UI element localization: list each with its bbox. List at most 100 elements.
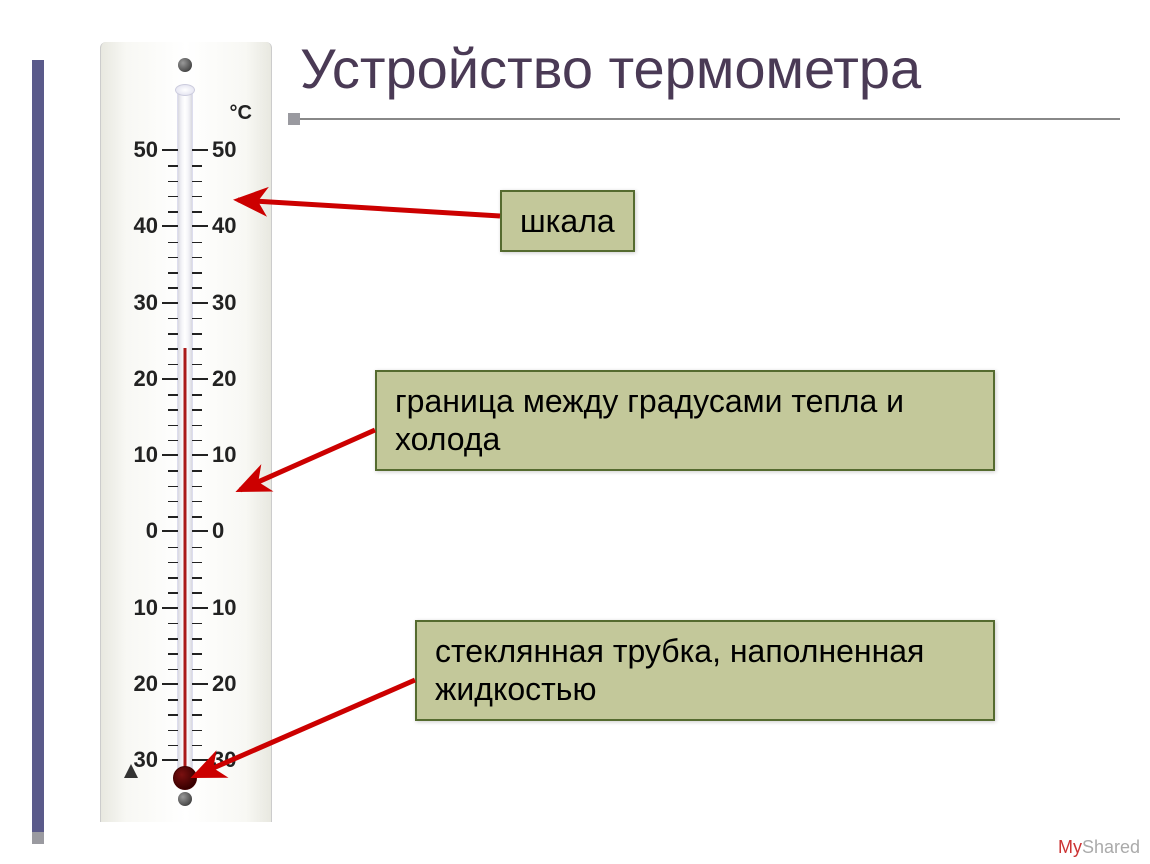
tick-minor <box>168 364 178 366</box>
tick-minor <box>168 745 178 747</box>
label-scale-text: шкала <box>520 203 615 239</box>
tick-minor <box>192 669 202 671</box>
tick-minor <box>168 638 178 640</box>
tick-minor <box>168 425 178 427</box>
title-accent-square <box>288 113 300 125</box>
scale-label: 50 <box>114 137 158 163</box>
tick-major <box>192 378 208 380</box>
tick-minor <box>192 409 202 411</box>
tick-minor <box>168 287 178 289</box>
tick-minor <box>168 165 178 167</box>
tick-minor <box>192 165 202 167</box>
tick-minor <box>192 623 202 625</box>
scale-label: 30 <box>212 290 256 316</box>
tick-major <box>162 530 178 532</box>
page-title: Устройство термометра <box>300 36 921 101</box>
tick-minor <box>168 501 178 503</box>
tick-major <box>192 149 208 151</box>
tick-major <box>162 683 178 685</box>
tick-minor <box>192 714 202 716</box>
tick-minor <box>192 211 202 213</box>
scale-label: 0 <box>114 518 158 544</box>
tick-minor <box>192 348 202 350</box>
label-scale: шкала <box>500 190 635 252</box>
label-boundary-text: граница между градусами тепла и холода <box>395 383 904 457</box>
tick-minor <box>168 333 178 335</box>
scale-label: 20 <box>212 671 256 697</box>
tick-minor <box>168 653 178 655</box>
tick-minor <box>192 562 202 564</box>
tick-minor <box>168 699 178 701</box>
tick-minor <box>192 257 202 259</box>
scale-label: 50 <box>212 137 256 163</box>
watermark-suffix: Shared <box>1082 837 1140 857</box>
slide: Устройство термометра °C 505040403030202… <box>0 0 1150 864</box>
tick-minor <box>192 486 202 488</box>
scale-label: 30 <box>212 747 256 773</box>
tick-minor <box>168 470 178 472</box>
tick-minor <box>168 669 178 671</box>
tick-minor <box>192 638 202 640</box>
thermometer: °C 5050404030302020101000101020203030 <box>100 42 270 822</box>
tick-minor <box>168 562 178 564</box>
tick-minor <box>192 440 202 442</box>
tick-minor <box>168 592 178 594</box>
scale-label: 30 <box>114 747 158 773</box>
tick-major <box>162 759 178 761</box>
tick-minor <box>192 287 202 289</box>
scale-label: 20 <box>212 366 256 392</box>
tick-major <box>192 759 208 761</box>
tick-minor <box>168 348 178 350</box>
watermark-prefix: My <box>1058 837 1082 857</box>
scale-label: 20 <box>114 366 158 392</box>
label-boundary: граница между градусами тепла и холода <box>375 370 995 471</box>
tick-minor <box>192 470 202 472</box>
tick-major <box>192 302 208 304</box>
tick-minor <box>168 181 178 183</box>
scale-label: 10 <box>114 595 158 621</box>
label-tube-text: стеклянная трубка, наполненная жидкостью <box>435 633 924 707</box>
tick-minor <box>192 516 202 518</box>
tick-minor <box>168 547 178 549</box>
tick-minor <box>192 653 202 655</box>
scale-label: 20 <box>114 671 158 697</box>
scale-label: 30 <box>114 290 158 316</box>
scale-label: 10 <box>212 442 256 468</box>
tick-major <box>162 378 178 380</box>
tick-minor <box>192 501 202 503</box>
scale-label: 40 <box>114 213 158 239</box>
tick-minor <box>168 409 178 411</box>
tick-minor <box>168 211 178 213</box>
tick-minor <box>192 196 202 198</box>
tick-minor <box>192 333 202 335</box>
tick-major <box>162 454 178 456</box>
tick-minor <box>168 714 178 716</box>
tick-minor <box>168 730 178 732</box>
tick-minor <box>168 257 178 259</box>
tick-minor <box>192 394 202 396</box>
scale-label: 10 <box>212 595 256 621</box>
thermometer-scale: 5050404030302020101000101020203030 <box>100 42 270 822</box>
label-tube: стеклянная трубка, наполненная жидкостью <box>415 620 995 721</box>
tick-major <box>192 225 208 227</box>
tick-minor <box>168 272 178 274</box>
tick-minor <box>192 730 202 732</box>
tick-minor <box>168 318 178 320</box>
slide-left-bar <box>32 60 44 840</box>
tick-major <box>192 607 208 609</box>
callout-arrow <box>238 200 500 216</box>
tick-minor <box>168 242 178 244</box>
tick-minor <box>192 242 202 244</box>
tick-minor <box>192 699 202 701</box>
tick-minor <box>192 318 202 320</box>
tick-major <box>162 607 178 609</box>
tick-minor <box>168 486 178 488</box>
tick-minor <box>192 577 202 579</box>
tick-major <box>162 225 178 227</box>
tick-minor <box>192 181 202 183</box>
tick-major <box>192 454 208 456</box>
tick-minor <box>192 272 202 274</box>
tick-minor <box>168 394 178 396</box>
tick-minor <box>168 623 178 625</box>
scale-label: 40 <box>212 213 256 239</box>
